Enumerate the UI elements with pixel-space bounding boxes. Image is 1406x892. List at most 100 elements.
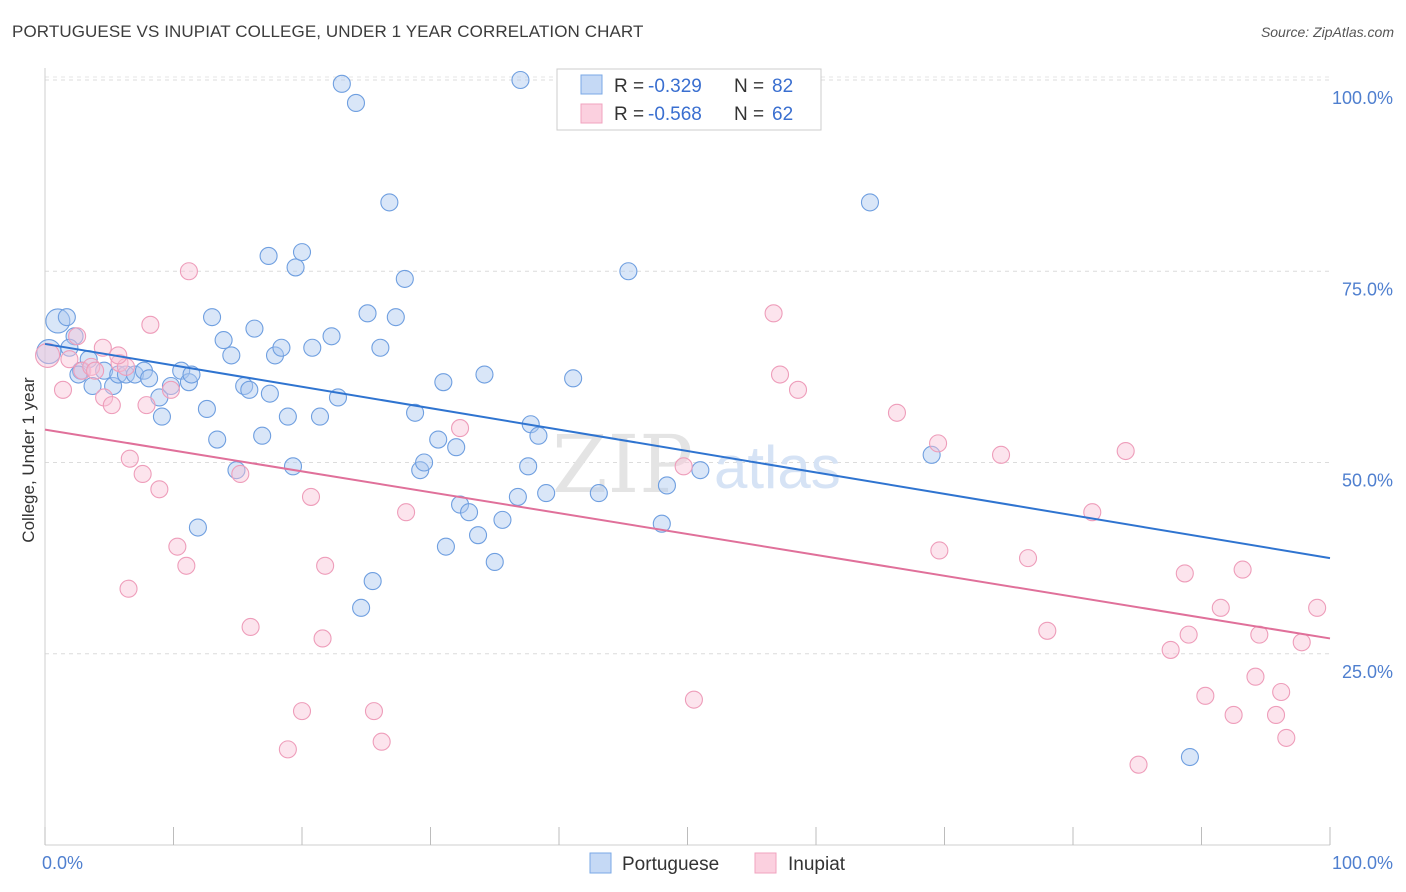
inupiat-point: [102, 396, 121, 415]
portuguese-point: [691, 461, 710, 480]
portuguese-point: [564, 369, 583, 388]
legend-swatch-portuguese: [580, 74, 603, 95]
y-tick-label: 50.0%: [1342, 471, 1393, 491]
inupiat-point: [133, 464, 152, 484]
inupiat-point: [1179, 625, 1198, 644]
inupiat-point: [764, 304, 783, 323]
legend-r-value: -0.568: [648, 104, 702, 125]
x-tick-label: 100.0%: [1332, 853, 1393, 873]
inupiat-point: [1038, 621, 1057, 640]
portuguese-point: [436, 537, 455, 556]
portuguese-point: [346, 93, 366, 112]
portuguese-point: [363, 572, 382, 591]
legend: R = -0.329 N = 82 R = -0.568 N = 62: [556, 68, 822, 131]
portuguese-point: [511, 70, 530, 90]
inupiat-point: [168, 537, 187, 556]
portuguese-point: [57, 308, 76, 327]
inupiat-point: [68, 327, 87, 346]
legend-n-label: N =: [734, 76, 764, 97]
y-tick-label: 75.0%: [1342, 279, 1393, 299]
portuguese-point: [45, 308, 71, 334]
chart-title: PORTUGUESE VS INUPIAT COLLEGE, UNDER 1 Y…: [12, 22, 644, 41]
inupiat-point: [1211, 598, 1230, 617]
portuguese-point: [619, 262, 638, 281]
portuguese-point: [519, 457, 538, 476]
portuguese-point: [265, 346, 285, 365]
watermark-zip: ZIP: [552, 418, 693, 511]
inupiat-point: [292, 702, 312, 721]
portuguese-point: [1180, 747, 1199, 767]
portuguese-point: [434, 373, 453, 392]
portuguese-point: [529, 426, 548, 445]
inupiat-point: [1266, 705, 1286, 725]
inupiat-point: [451, 419, 470, 438]
inupiat-point: [120, 449, 139, 468]
inupiat-point: [770, 365, 790, 384]
portuguese-point: [657, 476, 676, 495]
portuguese-point: [259, 246, 278, 265]
inupiat-point: [60, 350, 79, 369]
inupiat-point: [161, 380, 180, 399]
inupiat-point: [929, 434, 948, 453]
portuguese-point: [278, 407, 297, 426]
portuguese-point: [83, 376, 102, 396]
chart-source: Source: ZipAtlas.com: [1260, 24, 1394, 40]
portuguese-point: [272, 338, 291, 357]
portuguese-point: [380, 193, 399, 212]
inupiat-point: [1018, 549, 1038, 568]
inupiat-point: [1272, 682, 1291, 702]
portuguese-point: [395, 269, 414, 288]
inupiat-point: [1308, 598, 1327, 617]
inupiat-point: [788, 380, 808, 399]
bottom-legend: Portuguese Inupiat: [589, 852, 846, 875]
bottom-legend-label-portuguese: Portuguese: [622, 854, 719, 875]
inupiat-point: [991, 445, 1011, 464]
portuguese-point: [332, 74, 351, 93]
inupiat-point: [179, 262, 198, 281]
portuguese-point: [310, 407, 330, 426]
portuguese-point: [485, 552, 504, 572]
portuguese-point: [652, 514, 671, 533]
inupiat-point: [86, 361, 105, 380]
portuguese-point: [140, 369, 159, 388]
inupiat-point: [73, 361, 92, 380]
portuguese-point: [358, 304, 377, 323]
inupiat-point: [1292, 633, 1311, 652]
inupiat-point: [887, 403, 907, 422]
inupiat-point: [35, 342, 61, 368]
portuguese-point: [214, 331, 233, 350]
portuguese-point: [188, 518, 207, 537]
inupiat-point: [53, 380, 73, 399]
bottom-legend-swatch-portuguese: [589, 852, 612, 874]
portuguese-point: [860, 193, 880, 212]
portuguese-point: [468, 526, 488, 545]
portuguese-point: [922, 445, 941, 464]
portuguese-point: [303, 338, 322, 357]
inupiat-point: [150, 480, 169, 499]
inupiat-point: [95, 388, 114, 407]
legend-n-value: 62: [772, 104, 793, 125]
portuguese-point: [253, 426, 272, 445]
portuguese-point: [447, 438, 466, 457]
legend-r-value: -0.329: [648, 76, 702, 97]
bottom-legend-swatch-inupiat: [754, 852, 777, 874]
inupiat-point: [278, 740, 297, 759]
inupiat-point: [231, 464, 250, 484]
trend-lines: [44, 342, 1331, 640]
portuguese-point: [182, 365, 201, 384]
portuguese-point: [459, 503, 479, 522]
bottom-legend-label-inupiat: Inupiat: [788, 854, 846, 875]
inupiat-point: [137, 396, 156, 415]
portuguese-point: [352, 598, 371, 617]
axes: [44, 68, 1331, 846]
watermark-atlas: atlas: [714, 434, 841, 501]
inupiat-point: [301, 487, 321, 506]
data-points: [35, 70, 1327, 774]
legend-n-label: N =: [734, 104, 764, 125]
y-tick-label: 100.0%: [1332, 88, 1393, 108]
inupiat-point: [1224, 705, 1243, 725]
portuguese-point: [245, 319, 264, 338]
inupiat-trend-line: [44, 428, 1331, 640]
portuguese-point: [292, 243, 312, 262]
